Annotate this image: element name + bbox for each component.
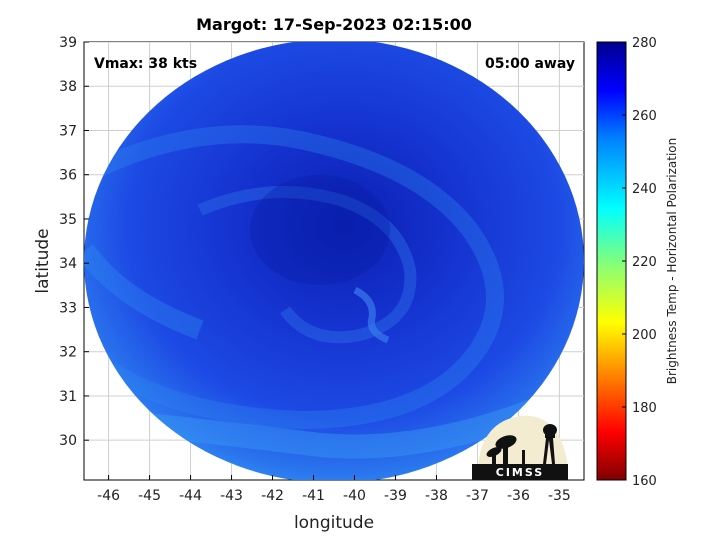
y-tick-label: 35 bbox=[59, 212, 77, 228]
x-tick-label: -44 bbox=[179, 488, 202, 504]
colorbar-tick-label: 180 bbox=[632, 401, 657, 416]
y-axis-label: latitude bbox=[33, 228, 53, 293]
colorbar-tick-label: 220 bbox=[632, 255, 657, 270]
cold-core bbox=[250, 175, 390, 285]
colorbar-tick-label: 160 bbox=[632, 474, 657, 489]
y-tick-label: 37 bbox=[59, 123, 77, 139]
vmax-label: Vmax: 38 kts bbox=[94, 56, 197, 72]
x-tick-label: -39 bbox=[384, 488, 407, 504]
x-tick-label: -42 bbox=[261, 488, 284, 504]
colorbar bbox=[596, 41, 627, 481]
x-tick-label: -37 bbox=[466, 488, 489, 504]
y-tick-label: 36 bbox=[59, 168, 77, 184]
brightness-temperature-swath bbox=[84, 42, 584, 480]
spiral-band-inner bbox=[197, 186, 417, 344]
y-tick-label: 39 bbox=[59, 35, 77, 51]
spiral-band-west bbox=[84, 244, 204, 340]
colorbar-tick-label: 280 bbox=[632, 36, 657, 51]
colorbar-tick-label: 260 bbox=[632, 109, 657, 124]
colorbar-tick-label: 200 bbox=[632, 328, 657, 343]
cimss-logo-text: CIMSS bbox=[496, 466, 544, 479]
x-axis-ticks: -46 -45 -44 -43 -42 -41 -40 -39 -38 -37 -36 -35 bbox=[97, 475, 571, 504]
y-tick-label: 32 bbox=[59, 345, 77, 361]
x-tick-label: -45 bbox=[138, 488, 161, 504]
y-tick-label: 33 bbox=[59, 300, 77, 316]
colorbar-tick-label: 240 bbox=[632, 182, 657, 197]
chart-title: Margot: 17-Sep-2023 02:15:00 bbox=[196, 15, 472, 34]
x-tick-label: -38 bbox=[425, 488, 448, 504]
x-tick-label: -43 bbox=[220, 488, 243, 504]
time-away-label: 05:00 away bbox=[485, 56, 575, 72]
y-tick-label: 34 bbox=[59, 256, 77, 272]
colorbar-ticks: 160 180 200 220 240 260 280 bbox=[622, 36, 657, 489]
y-tick-label: 31 bbox=[59, 389, 77, 405]
y-tick-label: 30 bbox=[59, 433, 77, 449]
y-tick-label: 38 bbox=[59, 79, 77, 95]
cimss-logo: CIMSS bbox=[472, 415, 568, 480]
x-tick-label: -36 bbox=[507, 488, 530, 504]
eye-feature bbox=[353, 286, 390, 344]
colorbar-label: Brightness Temp - Horizontal Polarizatio… bbox=[665, 138, 679, 385]
x-tick-label: -41 bbox=[302, 488, 325, 504]
x-axis-label: longitude bbox=[294, 513, 374, 533]
spiral-band-outer bbox=[91, 125, 504, 430]
y-axis-ticks: 30 31 32 33 34 35 36 37 38 39 bbox=[59, 35, 89, 449]
x-tick-label: -40 bbox=[343, 488, 366, 504]
swath-disk bbox=[84, 42, 584, 480]
x-tick-label: -35 bbox=[548, 488, 571, 504]
x-tick-label: -46 bbox=[97, 488, 120, 504]
